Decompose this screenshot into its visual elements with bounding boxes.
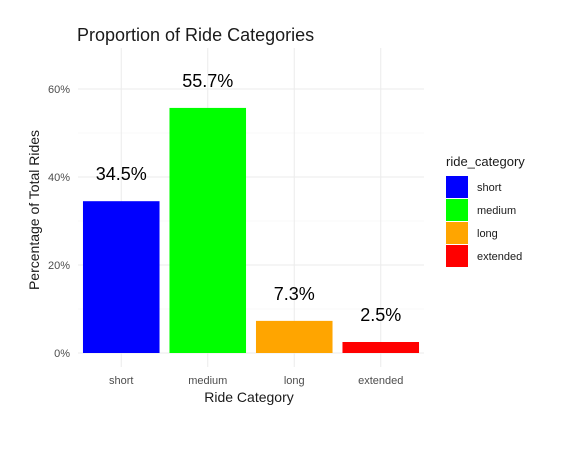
data-labels: 34.5% 55.7% 7.3% 2.5% bbox=[96, 71, 402, 325]
legend-label-long: long bbox=[477, 228, 498, 240]
y-tick-label: 60% bbox=[48, 84, 70, 96]
bar-long bbox=[255, 320, 333, 353]
bar-medium bbox=[169, 107, 247, 353]
y-axis-label: Percentage of Total Rides bbox=[26, 130, 42, 290]
data-label-long: 7.3% bbox=[274, 284, 315, 304]
x-tick-label: medium bbox=[188, 375, 227, 387]
bar-short bbox=[82, 201, 160, 353]
legend-label-extended: extended bbox=[477, 251, 522, 263]
y-tick-label: 40% bbox=[48, 172, 70, 184]
x-axis-ticks: short medium long extended bbox=[109, 375, 403, 387]
legend-title: ride_category bbox=[446, 154, 525, 169]
x-tick-label: short bbox=[109, 375, 133, 387]
bars bbox=[82, 107, 420, 353]
legend-label-short: short bbox=[477, 182, 501, 194]
x-tick-label: extended bbox=[358, 375, 403, 387]
legend-swatch-short bbox=[446, 176, 468, 198]
legend-swatch-long bbox=[446, 222, 468, 244]
legend-swatch-medium bbox=[446, 199, 468, 221]
legend: ride_category short medium long extended bbox=[446, 154, 525, 267]
data-label-short: 34.5% bbox=[96, 164, 147, 184]
data-label-extended: 2.5% bbox=[360, 305, 401, 325]
y-tick-label: 20% bbox=[48, 260, 70, 272]
y-axis-ticks: 0% 20% 40% 60% bbox=[48, 84, 70, 360]
chart-title: Proportion of Ride Categories bbox=[77, 25, 314, 45]
x-axis-label: Ride Category bbox=[204, 389, 294, 405]
legend-swatch-extended bbox=[446, 245, 468, 267]
y-tick-label: 0% bbox=[54, 348, 70, 360]
data-label-medium: 55.7% bbox=[182, 71, 233, 91]
x-tick-label: long bbox=[284, 375, 305, 387]
bar-extended bbox=[342, 342, 420, 353]
legend-label-medium: medium bbox=[477, 205, 516, 217]
